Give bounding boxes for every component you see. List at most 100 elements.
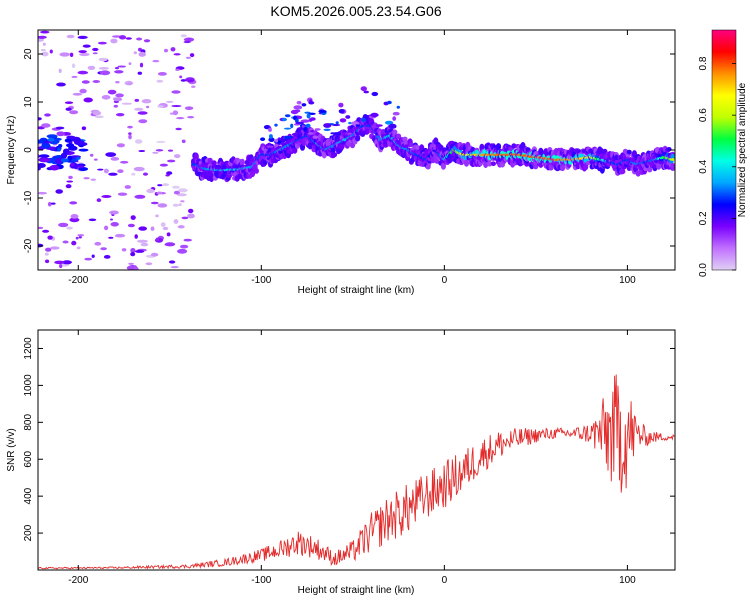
noise-blob <box>62 260 72 265</box>
noise-blob <box>78 236 82 239</box>
noise-blob <box>38 154 50 158</box>
echo-blob <box>392 116 397 121</box>
noise-blob <box>110 157 120 161</box>
noise-blob <box>38 143 42 147</box>
noise-blob <box>128 262 135 265</box>
noise-blob <box>44 252 49 256</box>
noise-blob <box>157 72 167 76</box>
ridge-core <box>671 158 675 161</box>
noise-blob <box>180 200 185 203</box>
noise-blob <box>116 143 125 148</box>
noise-blob <box>60 158 69 163</box>
noise-blob <box>40 49 46 52</box>
noise-blob <box>42 42 46 46</box>
echo-blob <box>375 124 383 127</box>
noise-blob <box>118 35 127 40</box>
noise-blob <box>165 174 170 177</box>
ridge-halo <box>666 147 672 152</box>
echo-blob <box>361 117 366 123</box>
noise-blob <box>55 189 63 194</box>
ridge-halo <box>635 170 641 177</box>
noise-blob <box>183 40 191 44</box>
noise-blob <box>59 52 70 57</box>
noise-blob <box>146 105 150 109</box>
noise-blob <box>162 226 169 231</box>
noise-blob <box>172 185 180 189</box>
ridge-halo <box>424 149 430 157</box>
echo-blob <box>293 105 303 110</box>
noise-blob <box>62 240 69 244</box>
noise-blob <box>137 111 148 115</box>
noise-blob <box>78 50 87 54</box>
noise-blob <box>66 34 75 39</box>
noise-blob <box>150 226 155 231</box>
y-tick-label: 400 <box>23 487 34 504</box>
noise-blob <box>83 97 93 103</box>
ridge-halo <box>237 173 243 180</box>
noise-blob <box>152 59 160 63</box>
noise-blob <box>159 163 168 167</box>
ridge-halo <box>533 163 539 170</box>
noise-blob <box>134 234 138 239</box>
ridge-halo <box>620 168 626 175</box>
noise-blob <box>47 235 53 240</box>
noise-blob <box>66 226 73 230</box>
echo-blob <box>370 112 379 118</box>
noise-blob <box>170 47 176 52</box>
echo-blob <box>291 133 298 136</box>
noise-blob <box>81 126 87 131</box>
noise-blob <box>183 238 192 242</box>
ridge-halo <box>631 150 638 158</box>
noise-blob <box>138 226 147 231</box>
ridge-halo <box>355 135 361 142</box>
ridge-halo <box>647 167 653 173</box>
noise-blob <box>103 168 109 174</box>
noise-blob <box>138 150 146 152</box>
spectrogram-x-ticks: -200 -100 0 100 <box>68 30 636 286</box>
noise-blob <box>69 162 75 167</box>
noise-blob <box>134 194 146 199</box>
echo-blob <box>274 123 278 127</box>
noise-blob <box>45 259 50 264</box>
noise-blob <box>79 52 90 57</box>
noise-blob <box>66 180 74 183</box>
noise-blob <box>49 164 60 171</box>
noise-blob <box>59 264 63 269</box>
noise-blob <box>187 213 195 219</box>
noise-blob <box>65 184 72 189</box>
noise-blob <box>185 56 191 59</box>
spectrogram-y-ticks: 20 10 0 -10 -20 <box>23 48 675 253</box>
ridge-halo <box>490 161 496 166</box>
echo-blob <box>260 137 266 141</box>
noise-blob <box>133 266 139 270</box>
noise-blob <box>155 237 159 242</box>
noise-blob <box>47 201 52 207</box>
noise-blob <box>38 191 47 195</box>
noise-blob <box>38 166 41 171</box>
noise-blob <box>166 232 171 237</box>
echo-blob <box>314 128 321 131</box>
noise-blob <box>117 65 126 68</box>
echo-blob <box>348 121 352 125</box>
noise-blob <box>174 154 181 159</box>
echo-blob <box>306 113 311 119</box>
noise-blob <box>69 52 74 57</box>
colorbar-tick-label: 0.2 <box>698 211 709 225</box>
noise-blob <box>176 193 187 197</box>
ridge-halo <box>425 164 431 170</box>
noise-blob <box>94 241 102 246</box>
noise-blob <box>78 148 89 152</box>
noise-blob <box>176 117 185 120</box>
snr-series-line <box>38 374 675 570</box>
noise-blob <box>187 79 194 83</box>
ridge-halo <box>598 147 604 154</box>
x-tick-label: 0 <box>442 275 448 286</box>
noise-blob <box>94 115 104 119</box>
echo-blob <box>301 124 305 128</box>
echo-blob <box>371 91 379 97</box>
noise-blob <box>99 70 111 76</box>
noise-blob <box>92 80 101 83</box>
noise-blob <box>57 147 62 152</box>
noise-blob <box>41 51 49 57</box>
